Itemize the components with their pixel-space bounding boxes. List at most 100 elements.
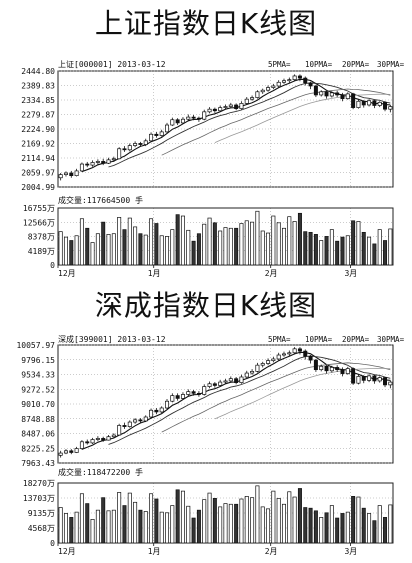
- volume-bar: [244, 496, 249, 544]
- volume-tick-label: 9135万: [28, 509, 55, 518]
- volume-bar: [127, 217, 132, 266]
- volume-bar: [281, 227, 286, 266]
- candle-up: [271, 358, 276, 362]
- volume-bar: [175, 214, 180, 266]
- month-tick-label: 3月: [344, 269, 357, 278]
- candle-up: [202, 386, 207, 395]
- candle-up: [95, 438, 100, 440]
- candle-up: [63, 172, 68, 175]
- volume-bar: [117, 217, 122, 266]
- price-tick-label: 9534.33: [21, 371, 55, 380]
- volume-bar: [281, 503, 286, 544]
- candle-up: [207, 108, 212, 113]
- volume-bar: [138, 509, 143, 544]
- volume-bar: [377, 505, 382, 544]
- month-tick-label: 12月: [58, 547, 76, 556]
- candle-down: [234, 104, 239, 110]
- volume-bar: [260, 230, 265, 266]
- candle-up: [117, 425, 122, 436]
- sz-chart-title: 深成指数日K线图: [94, 289, 318, 322]
- candle-up: [239, 103, 244, 110]
- volume-bar: [127, 492, 132, 544]
- volume-bar: [180, 215, 185, 266]
- volume-bar: [356, 496, 361, 544]
- volume-bar: [335, 517, 340, 544]
- candle-down: [234, 378, 239, 383]
- candle-down: [101, 161, 106, 164]
- price-tick-label: 2334.85: [21, 96, 55, 105]
- candle-down: [361, 376, 366, 381]
- candle-down: [313, 359, 318, 371]
- candle-up: [356, 376, 361, 384]
- volume-bar: [303, 231, 308, 266]
- candle-up: [170, 119, 175, 126]
- candle-up: [223, 106, 228, 108]
- candle-down: [196, 117, 201, 120]
- volume-bar: [367, 236, 372, 266]
- volume-bar: [223, 503, 228, 544]
- ma-legend-item: 5PMA=: [268, 335, 291, 344]
- candle-up: [281, 353, 286, 356]
- candle-up: [165, 124, 170, 133]
- candle-up: [79, 163, 84, 172]
- candle-up: [149, 133, 154, 142]
- ma10-line: [108, 355, 391, 445]
- volume-bar: [212, 497, 217, 544]
- volume-bar: [149, 493, 154, 544]
- volume-bar: [138, 233, 143, 266]
- volume-bar: [234, 503, 239, 544]
- volume-bar: [79, 493, 84, 544]
- volume-bar: [154, 498, 159, 544]
- volume-bar: [143, 511, 148, 544]
- volume-bar: [90, 242, 95, 266]
- volume-bar: [218, 230, 223, 266]
- volume-bar: [74, 235, 79, 266]
- volume-bar: [191, 517, 196, 544]
- candle-up: [143, 140, 148, 145]
- candle-up: [143, 416, 148, 422]
- candle-down: [351, 368, 356, 384]
- volume-bar: [239, 223, 244, 266]
- volume-bar: [266, 508, 271, 544]
- month-tick-label: 3月: [344, 547, 357, 556]
- volume-bar: [244, 220, 249, 266]
- volume-bar: [340, 513, 345, 544]
- candle-down: [308, 82, 313, 87]
- candle-up: [165, 400, 170, 409]
- candle-up: [266, 87, 271, 91]
- candle-up: [239, 376, 244, 383]
- volume-bar: [106, 234, 111, 266]
- candle-down: [122, 148, 127, 151]
- candle-up: [287, 79, 292, 82]
- volume-bar: [106, 510, 111, 544]
- volume-bar: [324, 236, 329, 266]
- price-tick-label: 7963.43: [21, 459, 55, 468]
- candle-up: [117, 148, 122, 160]
- price-tick-label: 2114.94: [21, 154, 55, 163]
- candle-up: [367, 100, 372, 106]
- volume-bar: [313, 510, 318, 544]
- volume-tick-label: 0: [50, 261, 55, 270]
- candle-down: [175, 395, 180, 399]
- price-tick-label: 2444.80: [21, 67, 55, 76]
- price-tick-label: 2004.99: [21, 183, 55, 192]
- volume-bar: [276, 222, 281, 266]
- candle-down: [138, 419, 143, 422]
- ma-legend-item: 10PMA=: [305, 335, 333, 344]
- volume-bar: [276, 497, 281, 544]
- volume-bar: [90, 519, 95, 544]
- volume-bar: [202, 223, 207, 266]
- candle-up: [159, 407, 164, 413]
- chart-header-label: 深成[399001] 2013-03-12: [58, 334, 166, 344]
- candle-up: [276, 354, 281, 360]
- volume-bar: [196, 233, 201, 266]
- volume-bar: [287, 216, 292, 266]
- candle-up: [319, 91, 324, 96]
- candle-down: [372, 375, 377, 382]
- candle-up: [377, 377, 382, 382]
- candle-up: [377, 101, 382, 106]
- volume-tick-label: 18270万: [23, 479, 55, 488]
- candle-up: [63, 450, 68, 454]
- volume-bar: [292, 221, 297, 266]
- volume-bar: [133, 501, 138, 544]
